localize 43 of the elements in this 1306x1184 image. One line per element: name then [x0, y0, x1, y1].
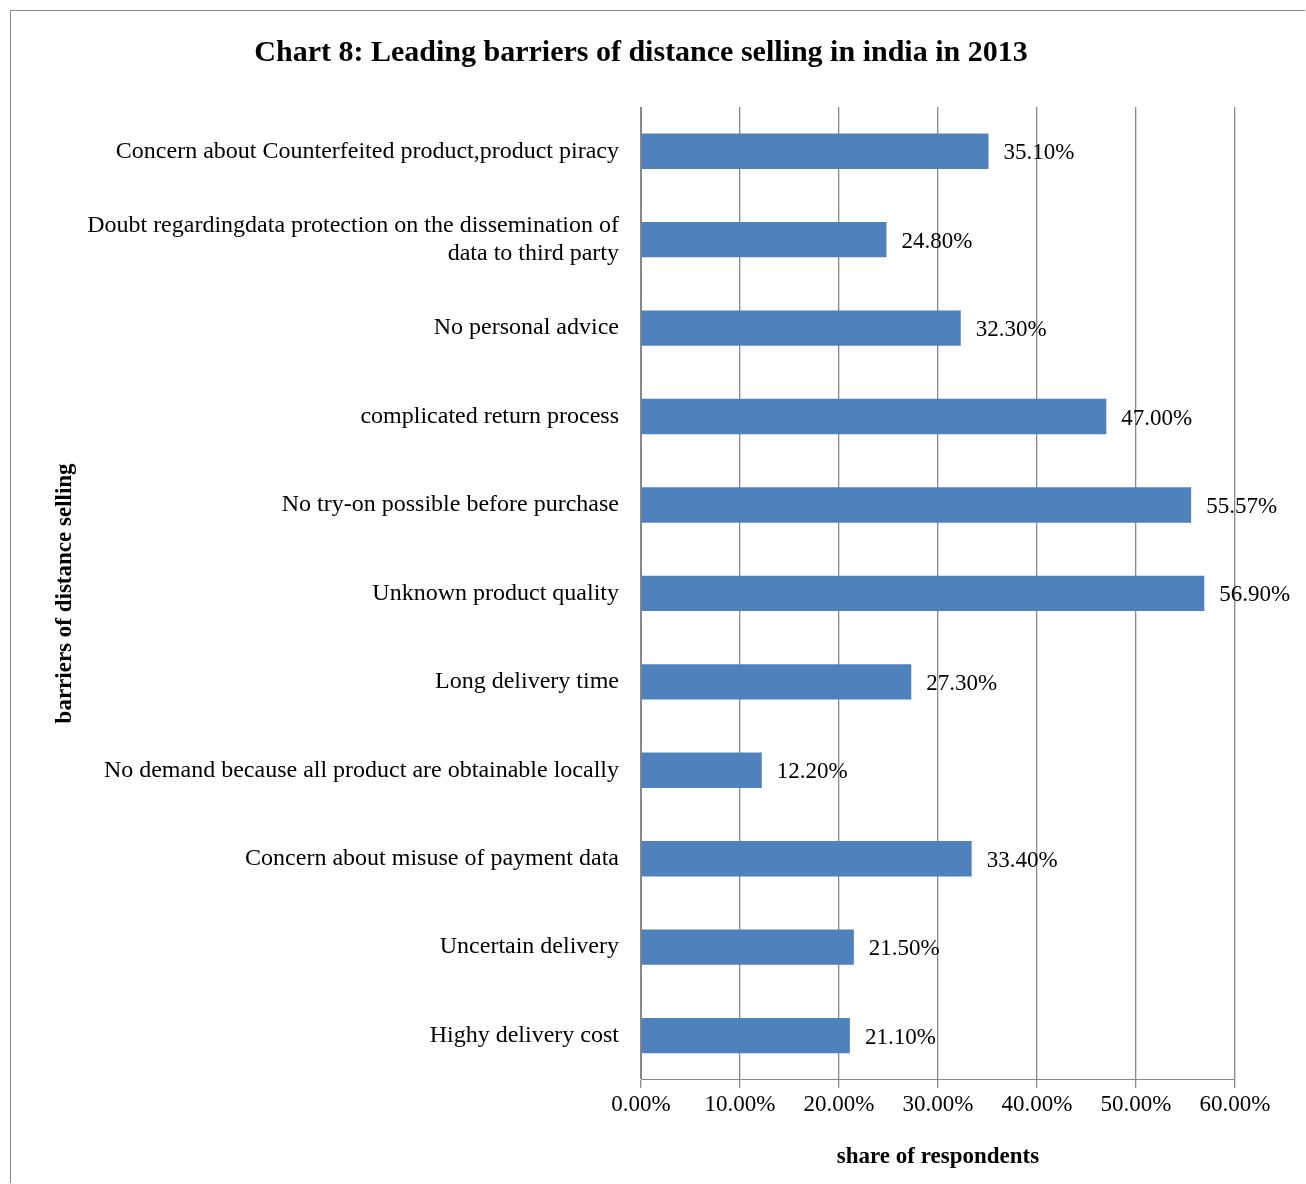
data-label: 27.30%: [926, 669, 998, 695]
y-tick-label: Doubt regardingdata protection on the dissemination of data to third party: [87, 210, 619, 266]
data-label: 32.30%: [975, 316, 1047, 342]
bar: [641, 133, 989, 169]
bar: [641, 398, 1107, 435]
bar: [641, 310, 961, 346]
y-tick-label: complicated return process: [360, 401, 619, 428]
y-tick-label: Unknown product quality: [372, 578, 619, 605]
bar: [641, 1017, 850, 1054]
data-label: 21.50%: [868, 935, 940, 961]
data-label: 56.90%: [1219, 581, 1291, 607]
x-axis-title: share of respondents: [836, 1143, 1040, 1169]
bar: [641, 221, 887, 258]
data-label: 47.00%: [1121, 404, 1193, 430]
bar: [641, 487, 1192, 523]
x-tick-label: 20.00%: [803, 1090, 875, 1116]
y-tick-label: Uncertain delivery: [439, 932, 619, 959]
x-tick-label: 0.00%: [611, 1090, 671, 1116]
x-tick-label: 30.00%: [902, 1090, 974, 1116]
y-tick-label: No demand because all product are obtainable locally: [103, 755, 619, 782]
data-label: 55.57%: [1206, 493, 1278, 519]
x-tick-label: 60.00%: [1199, 1090, 1271, 1116]
y-tick-label: Concern about Counterfeited product,product piracy: [115, 136, 619, 163]
y-tick-label: No personal advice: [433, 313, 619, 340]
data-label: 33.40%: [986, 846, 1058, 872]
x-tick-label: 10.00%: [704, 1090, 776, 1116]
y-tick-label: Long delivery time: [435, 667, 619, 694]
y-tick-label: Highy delivery cost: [429, 1020, 620, 1047]
data-label: 12.20%: [776, 758, 848, 784]
bar: [641, 841, 972, 877]
chart-title: Chart 8: Leading barriers of distance selling in india in 2013: [254, 33, 1028, 67]
y-axis-title: barriers of distance selling: [50, 462, 76, 724]
bar: [641, 752, 762, 788]
x-tick-label: 50.00%: [1100, 1090, 1172, 1116]
y-tick-label: Concern about misuse of payment data: [245, 844, 620, 871]
x-tick-label: 40.00%: [1001, 1090, 1073, 1116]
bar: [641, 664, 912, 700]
bar: [641, 929, 854, 965]
y-tick-label: No try-on possible before purchase: [281, 490, 619, 517]
data-label: 35.10%: [1003, 139, 1075, 165]
bar: [641, 575, 1205, 612]
data-label: 21.10%: [864, 1023, 936, 1049]
data-label: 24.80%: [901, 227, 973, 253]
